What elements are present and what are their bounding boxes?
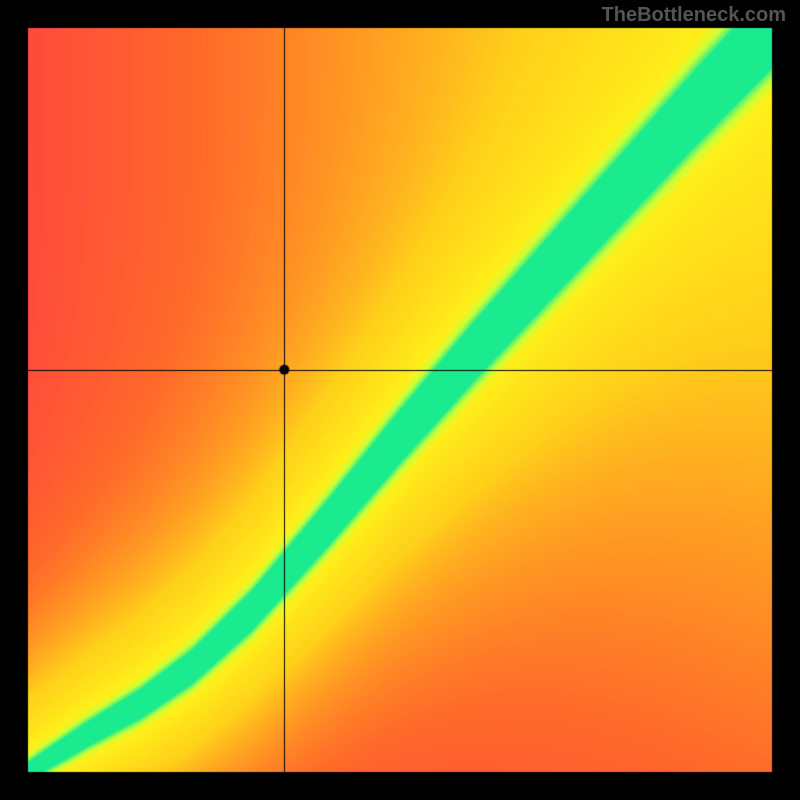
chart-container: TheBottleneck.com [0, 0, 800, 800]
watermark-text: TheBottleneck.com [602, 4, 786, 27]
bottleneck-heatmap [0, 0, 800, 800]
